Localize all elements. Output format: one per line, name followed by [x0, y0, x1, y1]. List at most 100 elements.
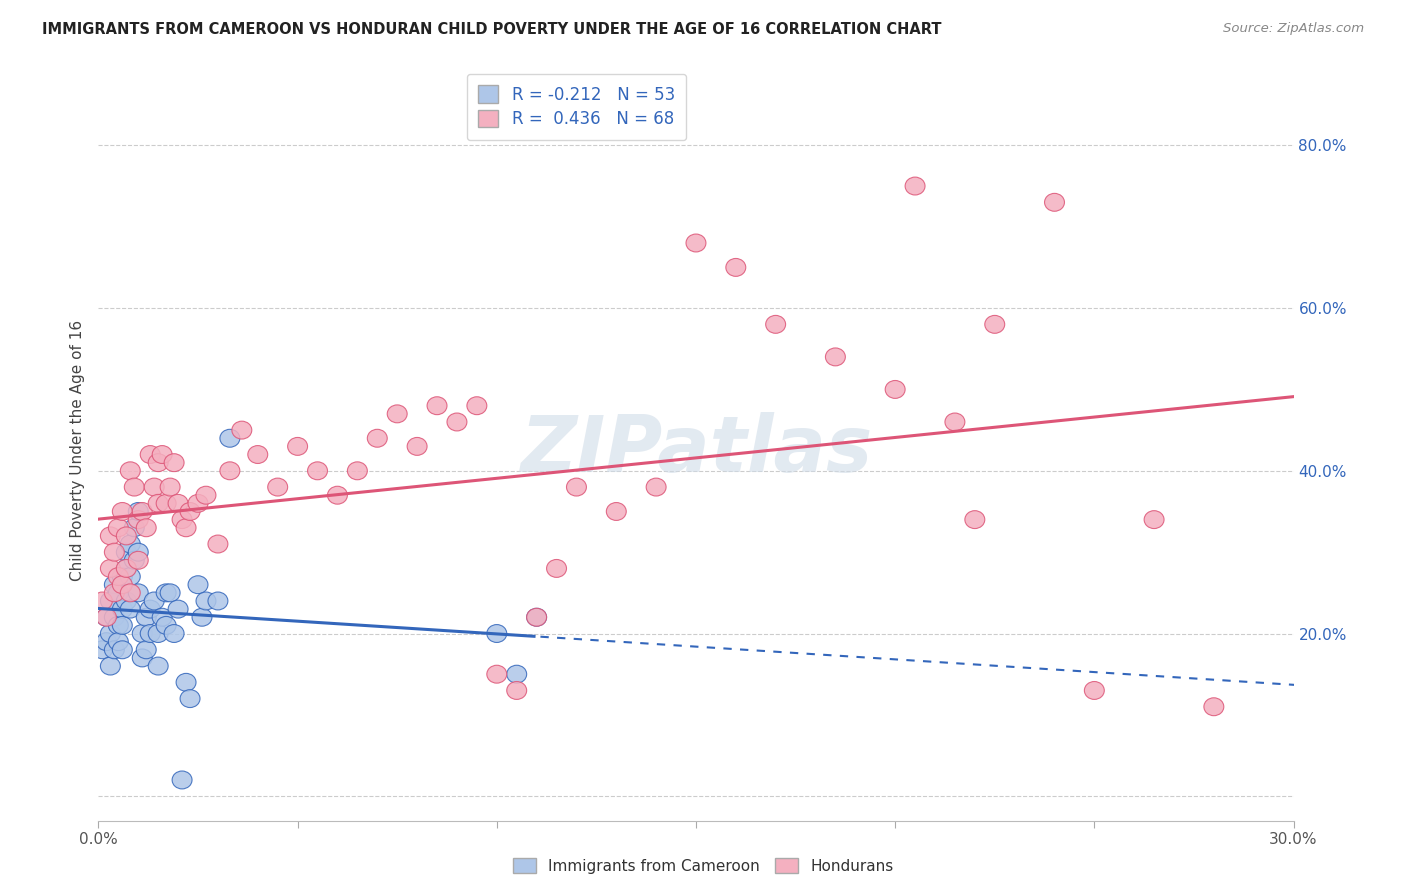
Ellipse shape	[132, 649, 152, 667]
Ellipse shape	[172, 771, 193, 789]
Ellipse shape	[112, 640, 132, 658]
Ellipse shape	[766, 316, 786, 334]
Ellipse shape	[121, 535, 141, 553]
Ellipse shape	[121, 462, 141, 480]
Ellipse shape	[172, 510, 193, 529]
Text: ZIPatlas: ZIPatlas	[520, 412, 872, 489]
Ellipse shape	[104, 640, 124, 658]
Ellipse shape	[308, 462, 328, 480]
Ellipse shape	[124, 478, 145, 496]
Ellipse shape	[112, 502, 132, 520]
Ellipse shape	[100, 657, 121, 675]
Y-axis label: Child Poverty Under the Age of 16: Child Poverty Under the Age of 16	[69, 320, 84, 581]
Ellipse shape	[367, 429, 387, 447]
Ellipse shape	[117, 559, 136, 577]
Ellipse shape	[267, 478, 288, 496]
Legend: R = -0.212   N = 53, R =  0.436   N = 68: R = -0.212 N = 53, R = 0.436 N = 68	[467, 74, 686, 140]
Ellipse shape	[1084, 681, 1104, 699]
Ellipse shape	[141, 624, 160, 642]
Ellipse shape	[112, 575, 132, 594]
Ellipse shape	[124, 519, 145, 537]
Legend: Immigrants from Cameroon, Hondurans: Immigrants from Cameroon, Hondurans	[506, 852, 900, 880]
Ellipse shape	[219, 462, 240, 480]
Ellipse shape	[152, 446, 172, 464]
Ellipse shape	[124, 551, 145, 569]
Ellipse shape	[467, 397, 486, 415]
Ellipse shape	[145, 592, 165, 610]
Ellipse shape	[136, 608, 156, 626]
Text: Source: ZipAtlas.com: Source: ZipAtlas.com	[1223, 22, 1364, 36]
Ellipse shape	[100, 624, 121, 642]
Ellipse shape	[148, 624, 169, 642]
Ellipse shape	[104, 543, 124, 561]
Ellipse shape	[117, 543, 136, 561]
Ellipse shape	[1204, 698, 1223, 715]
Ellipse shape	[160, 478, 180, 496]
Ellipse shape	[547, 559, 567, 577]
Ellipse shape	[148, 494, 169, 512]
Ellipse shape	[165, 624, 184, 642]
Ellipse shape	[176, 673, 195, 691]
Ellipse shape	[208, 592, 228, 610]
Ellipse shape	[247, 446, 267, 464]
Ellipse shape	[447, 413, 467, 431]
Ellipse shape	[506, 681, 527, 699]
Ellipse shape	[567, 478, 586, 496]
Ellipse shape	[104, 575, 124, 594]
Ellipse shape	[121, 600, 141, 618]
Text: IMMIGRANTS FROM CAMEROON VS HONDURAN CHILD POVERTY UNDER THE AGE OF 16 CORRELATI: IMMIGRANTS FROM CAMEROON VS HONDURAN CHI…	[42, 22, 942, 37]
Ellipse shape	[886, 381, 905, 399]
Ellipse shape	[219, 429, 240, 447]
Ellipse shape	[108, 567, 128, 585]
Ellipse shape	[152, 608, 172, 626]
Ellipse shape	[825, 348, 845, 366]
Ellipse shape	[160, 584, 180, 602]
Ellipse shape	[132, 624, 152, 642]
Ellipse shape	[93, 592, 112, 610]
Ellipse shape	[169, 494, 188, 512]
Ellipse shape	[1045, 194, 1064, 211]
Ellipse shape	[527, 608, 547, 626]
Ellipse shape	[606, 502, 626, 520]
Ellipse shape	[347, 462, 367, 480]
Ellipse shape	[408, 437, 427, 455]
Ellipse shape	[117, 592, 136, 610]
Ellipse shape	[905, 178, 925, 195]
Ellipse shape	[328, 486, 347, 504]
Ellipse shape	[141, 600, 160, 618]
Ellipse shape	[121, 567, 141, 585]
Ellipse shape	[486, 665, 506, 683]
Ellipse shape	[527, 608, 547, 626]
Ellipse shape	[136, 640, 156, 658]
Ellipse shape	[180, 690, 200, 707]
Ellipse shape	[165, 454, 184, 472]
Ellipse shape	[104, 584, 124, 602]
Ellipse shape	[97, 632, 117, 650]
Ellipse shape	[128, 543, 148, 561]
Ellipse shape	[193, 608, 212, 626]
Ellipse shape	[117, 527, 136, 545]
Ellipse shape	[1144, 510, 1164, 529]
Ellipse shape	[156, 584, 176, 602]
Ellipse shape	[984, 316, 1005, 334]
Ellipse shape	[112, 567, 132, 585]
Ellipse shape	[427, 397, 447, 415]
Ellipse shape	[232, 421, 252, 439]
Ellipse shape	[387, 405, 408, 423]
Ellipse shape	[506, 665, 527, 683]
Ellipse shape	[188, 575, 208, 594]
Ellipse shape	[112, 616, 132, 634]
Ellipse shape	[112, 600, 132, 618]
Ellipse shape	[945, 413, 965, 431]
Ellipse shape	[145, 478, 165, 496]
Ellipse shape	[104, 608, 124, 626]
Ellipse shape	[128, 502, 148, 520]
Ellipse shape	[128, 551, 148, 569]
Ellipse shape	[132, 502, 152, 520]
Ellipse shape	[100, 592, 121, 610]
Ellipse shape	[965, 510, 984, 529]
Ellipse shape	[108, 584, 128, 602]
Ellipse shape	[647, 478, 666, 496]
Ellipse shape	[100, 527, 121, 545]
Ellipse shape	[141, 446, 160, 464]
